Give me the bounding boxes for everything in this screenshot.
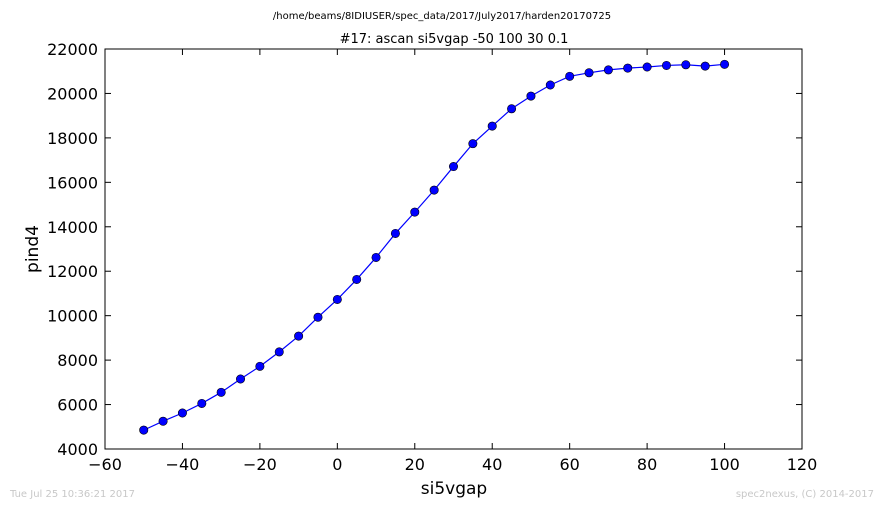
x-tick-label: −20: [243, 455, 277, 474]
data-point: [352, 274, 362, 284]
data-point: [720, 59, 730, 69]
y-tick-label: 4000: [57, 440, 98, 459]
data-point: [603, 65, 613, 75]
chart-suptitle: /home/beams/8IDIUSER/spec_data/2017/July…: [273, 11, 611, 22]
plot-frame: [104, 48, 803, 450]
data-point: [487, 121, 497, 131]
y-axis-label: pind4: [23, 225, 43, 273]
data-point: [565, 71, 575, 81]
data-point: [507, 104, 517, 114]
data-point: [642, 62, 652, 72]
plot-area: [105, 49, 802, 449]
data-point: [236, 374, 246, 384]
data-point: [158, 416, 168, 426]
data-point: [661, 60, 671, 70]
y-tick-label: 20000: [47, 84, 98, 103]
data-point: [584, 68, 594, 78]
y-tick-label: 8000: [57, 351, 98, 370]
x-tick-label: 20: [405, 455, 425, 474]
data-point: [332, 294, 342, 304]
data-point: [274, 347, 284, 357]
data-point: [390, 228, 400, 238]
data-point: [700, 61, 710, 71]
data-point: [526, 91, 536, 101]
data-point: [294, 331, 304, 341]
x-tick-label: 60: [559, 455, 579, 474]
data-point: [197, 398, 207, 408]
footer-credit: spec2nexus, (C) 2014-2017: [736, 489, 874, 500]
data-point: [139, 425, 149, 435]
chart-title: #17: ascan si5vgap -50 100 30 0.1: [340, 32, 569, 47]
data-point: [429, 185, 439, 195]
data-point: [545, 80, 555, 90]
x-tick-label: −40: [166, 455, 200, 474]
y-tick-label: 6000: [57, 396, 98, 415]
y-tick-label: 16000: [47, 173, 98, 192]
y-tick-labels: 4000 6000 8000 10000 12000 14000 16000 18000 200…: [47, 40, 98, 459]
x-axis-label: si5vgap: [421, 479, 487, 499]
x-tick-label: 80: [637, 455, 657, 474]
x-tick-label: −60: [88, 455, 122, 474]
data-point: [371, 252, 381, 262]
data-point: [448, 162, 458, 172]
x-tick-label: 100: [709, 455, 740, 474]
series-layer: [139, 59, 730, 435]
x-tick-label: 120: [787, 455, 818, 474]
data-point: [410, 207, 420, 217]
data-point: [681, 60, 691, 70]
data-point: [216, 387, 226, 397]
y-tick-label: 14000: [47, 218, 98, 237]
data-point: [177, 408, 187, 418]
data-point: [468, 139, 478, 149]
y-tick-label: 22000: [47, 40, 98, 59]
data-point: [623, 63, 633, 73]
y-tick-label: 12000: [47, 262, 98, 281]
x-tick-labels: −60 −40 −20 0 20 40 60 80 100 120: [88, 455, 817, 474]
x-tick-label: 40: [482, 455, 502, 474]
y-tick-label: 10000: [47, 307, 98, 326]
data-point: [255, 361, 265, 371]
footer-timestamp: Tue Jul 25 10:36:21 2017: [9, 489, 135, 500]
x-tick-label: 0: [332, 455, 342, 474]
y-tick-label: 18000: [47, 129, 98, 148]
data-point: [313, 312, 323, 322]
